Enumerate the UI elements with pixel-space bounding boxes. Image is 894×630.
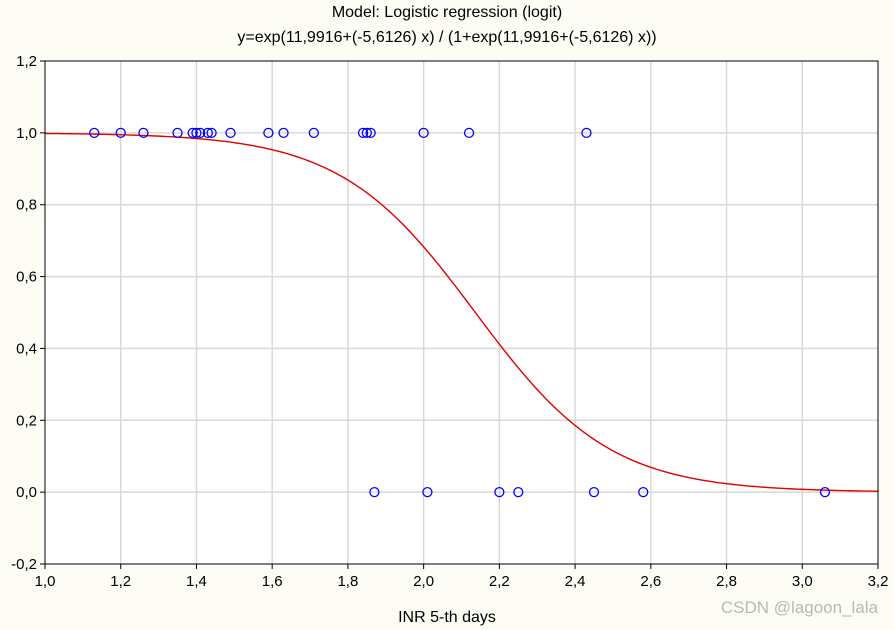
data-point xyxy=(278,127,289,139)
data-point xyxy=(513,486,524,498)
x-tick-label: 2,4 xyxy=(565,573,586,590)
y-tick-label: 0,8 xyxy=(16,197,37,214)
x-tick-label: 1,2 xyxy=(110,573,131,590)
x-tick-label: 2,8 xyxy=(716,573,737,590)
data-point xyxy=(89,127,100,139)
y-tick-label: -0,2 xyxy=(11,556,37,573)
data-point xyxy=(206,127,217,139)
chart-title: Model: Logistic regression (logit) xyxy=(331,4,563,21)
x-tick-label: 2,2 xyxy=(489,573,510,590)
data-point xyxy=(191,127,202,139)
data-point xyxy=(463,127,475,139)
data-point xyxy=(263,127,274,139)
curve-layer xyxy=(44,132,879,492)
data-point xyxy=(494,486,505,498)
y-tick-label: 0,2 xyxy=(16,412,37,429)
data-point xyxy=(308,127,319,139)
logistic-curve xyxy=(44,132,879,492)
data-point xyxy=(638,486,649,498)
data-point xyxy=(819,486,831,498)
x-axis: 1,0 1,2 1,4 1,6 1,8 2,0 2,2 2,4 2,6 2,8 3,0 3,2 xyxy=(35,564,889,590)
y-tick-label: 0,0 xyxy=(16,484,37,501)
chart-subtitle: y=exp(11,9916+(-5,6126) x) / (1+exp(11,9… xyxy=(237,29,657,46)
y-tick-label: 1,0 xyxy=(16,125,37,142)
data-point xyxy=(195,127,206,139)
y-tick-label: 0,4 xyxy=(16,340,37,357)
x-tick-label: 1,0 xyxy=(35,573,56,590)
watermark: CSDN @lagoon_lala xyxy=(720,598,878,617)
x-tick-label: 3,2 xyxy=(868,573,889,590)
x-tick-label: 3,0 xyxy=(792,573,813,590)
data-point xyxy=(357,127,369,139)
data-point xyxy=(361,127,372,139)
x-axis-label: INR 5-th days xyxy=(398,609,496,626)
y-tick-label: 0,6 xyxy=(16,269,37,286)
data-point xyxy=(588,486,600,498)
x-tick-label: 1,6 xyxy=(262,573,283,590)
data-point xyxy=(369,486,380,498)
data-point xyxy=(172,127,183,139)
x-tick-label: 1,8 xyxy=(337,573,358,590)
data-point xyxy=(202,127,213,139)
data-point xyxy=(187,127,198,139)
data-point xyxy=(418,127,429,139)
data-point xyxy=(225,127,236,139)
data-point xyxy=(115,127,126,139)
data-point xyxy=(138,127,149,139)
x-tick-label: 2,6 xyxy=(640,573,661,590)
grid-lines xyxy=(45,61,878,564)
plot-area xyxy=(45,61,878,564)
data-point xyxy=(581,127,592,139)
plot-frame xyxy=(44,60,879,565)
data-point xyxy=(422,486,433,498)
y-tick-label: 1,2 xyxy=(16,53,37,70)
points-layer xyxy=(89,127,831,498)
x-tick-label: 2,0 xyxy=(413,573,434,590)
x-tick-label: 1,4 xyxy=(186,573,207,590)
data-point xyxy=(365,127,376,139)
y-axis: -0,2 0,0 0,2 0,4 0,6 0,8 1,0 1,2 xyxy=(11,53,45,573)
